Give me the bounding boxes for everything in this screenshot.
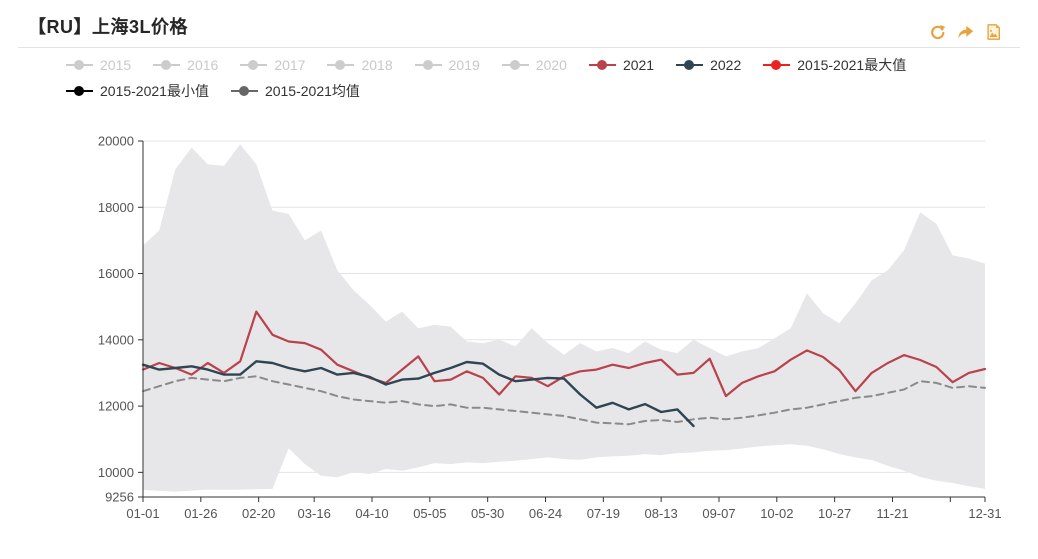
legend-marker-icon bbox=[588, 59, 616, 70]
y-tick-label: 10000 bbox=[98, 465, 134, 480]
legend-label: 2021 bbox=[622, 56, 655, 73]
x-tick-label: 01-01 bbox=[126, 506, 159, 521]
x-tick-label: 05-05 bbox=[413, 506, 446, 521]
y-tick-label: 20000 bbox=[98, 134, 134, 149]
refresh-icon[interactable] bbox=[929, 24, 946, 41]
header-divider bbox=[18, 47, 1020, 48]
legend-label: 2019 bbox=[448, 56, 480, 73]
legend-marker-icon bbox=[763, 59, 791, 70]
legend-marker-icon bbox=[66, 59, 93, 70]
legend-item-2022[interactable]: 2022 bbox=[676, 56, 741, 73]
x-tick-label: 04-10 bbox=[355, 506, 388, 521]
legend-item-2019[interactable]: 2019 bbox=[414, 56, 480, 73]
legend-marker-icon bbox=[153, 59, 181, 70]
x-tick-label: 10-27 bbox=[818, 506, 851, 521]
legend-item-2016[interactable]: 2016 bbox=[153, 56, 218, 73]
legend-label: 2015-2021最大值 bbox=[797, 56, 907, 73]
legend-marker-icon bbox=[66, 85, 93, 96]
legend-label: 2015 bbox=[100, 56, 132, 73]
chart-toolbar bbox=[929, 23, 1002, 41]
legend-label: 2022 bbox=[710, 56, 742, 73]
legend-marker-icon bbox=[240, 59, 268, 70]
legend-item-2018[interactable]: 2018 bbox=[327, 56, 393, 73]
x-tick-label: 06-24 bbox=[529, 506, 562, 521]
series-line-2021 bbox=[141, 310, 987, 398]
x-tick-label: 05-30 bbox=[471, 506, 504, 521]
save-image-icon[interactable] bbox=[985, 23, 1002, 41]
legend-item-2015-2021最小值[interactable]: 2015-2021最小值 bbox=[66, 82, 209, 99]
legend-item-2020[interactable]: 2020 bbox=[501, 56, 567, 73]
x-tick-label: 07-19 bbox=[587, 506, 620, 521]
legend-label: 2015-2021最小值 bbox=[100, 82, 209, 99]
x-tick-label: 01-26 bbox=[184, 506, 217, 521]
min-max-band bbox=[143, 144, 985, 492]
x-tick-label: 03-16 bbox=[298, 506, 331, 521]
legend-label: 2017 bbox=[274, 56, 306, 73]
legend-marker-icon bbox=[230, 85, 258, 96]
legend: 2015 2016 2017 2018 2019 2020 2021 2022 2015-202… bbox=[66, 56, 968, 99]
page-title: 【RU】上海3L价格 bbox=[28, 17, 189, 37]
y-tick-label: 16000 bbox=[98, 266, 134, 281]
legend-marker-icon bbox=[501, 59, 529, 70]
series-line-2022 bbox=[141, 360, 695, 428]
legend-marker-icon bbox=[676, 59, 704, 70]
y-tick-label: 12000 bbox=[98, 399, 134, 414]
x-tick-label: 10-02 bbox=[760, 506, 793, 521]
y-tick-label: 9256 bbox=[105, 490, 134, 505]
legend-marker-icon bbox=[414, 59, 442, 70]
legend-item-2015-2021最大值[interactable]: 2015-2021最大值 bbox=[763, 56, 906, 73]
x-tick-label: 11-21 bbox=[876, 506, 908, 521]
y-tick-label: 18000 bbox=[98, 200, 134, 215]
series-line-2015-2021均值 bbox=[142, 375, 986, 426]
legend-item-2015-2021均值[interactable]: 2015-2021均值 bbox=[230, 82, 360, 99]
legend-item-2015[interactable]: 2015 bbox=[66, 56, 131, 73]
legend-item-2017[interactable]: 2017 bbox=[240, 56, 305, 73]
legend-item-2021[interactable]: 2021 bbox=[588, 56, 655, 73]
legend-marker-icon bbox=[327, 59, 355, 70]
y-tick-label: 14000 bbox=[98, 332, 134, 347]
legend-label: 2015-2021均值 bbox=[264, 82, 360, 99]
legend-label: 2020 bbox=[535, 56, 567, 73]
x-tick-label: 12-31 bbox=[968, 506, 1001, 521]
share-forward-icon[interactable] bbox=[956, 24, 975, 41]
x-tick-label: 08-13 bbox=[645, 506, 678, 521]
legend-label: 2018 bbox=[361, 56, 393, 73]
x-tick-label: 09-07 bbox=[702, 506, 735, 521]
x-tick-label: 02-20 bbox=[242, 506, 275, 521]
legend-label: 2016 bbox=[187, 56, 219, 73]
